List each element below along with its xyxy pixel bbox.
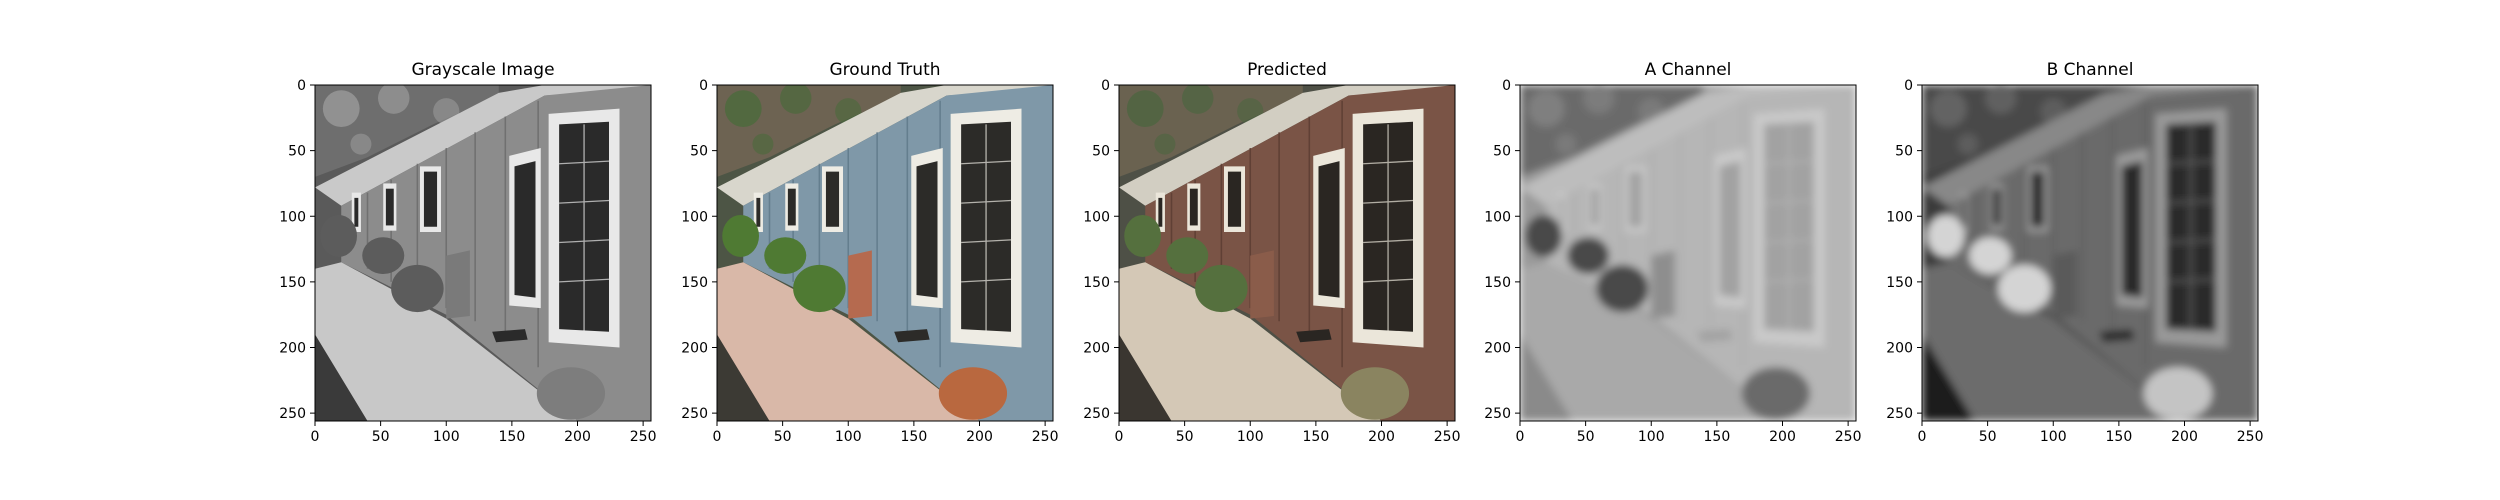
y-tick-label: 200 xyxy=(681,341,708,357)
y-tick-label: 150 xyxy=(681,275,708,291)
y-tick-label: 200 xyxy=(1484,341,1511,357)
y-tick-label: 50 xyxy=(1895,144,1913,160)
y-tick-label: 200 xyxy=(1083,341,1110,357)
x-tick-label: 0 xyxy=(1115,429,1124,445)
x-tick-label: 100 xyxy=(1237,429,1264,445)
subplot-predicted: Predicted 0 50 100 150 200 250 0 50 100 150 200 250 xyxy=(1083,60,1460,445)
axes-frame xyxy=(716,84,1054,422)
x-tick-label: 50 xyxy=(1577,429,1595,445)
y-tick-label: 200 xyxy=(279,341,306,357)
x-tick-label: 150 xyxy=(1704,429,1731,445)
y-tick-label: 250 xyxy=(681,406,708,422)
y-tick-label: 150 xyxy=(279,275,306,291)
x-tick-label: 50 xyxy=(372,429,390,445)
x-tick-label: 250 xyxy=(630,429,657,445)
axes-frame xyxy=(1921,84,2259,422)
x-tick-label: 100 xyxy=(433,429,460,445)
image-predicted xyxy=(1119,85,1455,421)
x-tick-label: 250 xyxy=(2237,429,2264,445)
x-tick-label: 250 xyxy=(1835,429,1862,445)
y-tick-label: 150 xyxy=(1886,275,1913,291)
y-tick-label: 0 xyxy=(1101,78,1110,94)
y-tick-label: 100 xyxy=(1484,209,1511,225)
y-tick-label: 150 xyxy=(1083,275,1110,291)
image-a-channel xyxy=(1520,85,1856,421)
y-tick-label: 250 xyxy=(279,406,306,422)
y-tick-label: 100 xyxy=(681,209,708,225)
image-ground-truth xyxy=(717,85,1053,421)
x-tick-label: 50 xyxy=(1176,429,1194,445)
subplot-grayscale-image: Grayscale Image 0 50 100 150 200 250 0 50 100 150 2… xyxy=(279,60,656,445)
x-tick-label: 0 xyxy=(713,429,722,445)
y-tick-label: 250 xyxy=(1083,406,1110,422)
subplot-title: Ground Truth xyxy=(829,60,940,80)
subplot-title: A Channel xyxy=(1645,60,1732,80)
y-tick-label: 50 xyxy=(1493,144,1511,160)
subplot-b-channel: B Channel 0 50 100 150 200 250 0 50 100 150 200 250 xyxy=(1886,60,2263,445)
y-tick-label: 250 xyxy=(1484,406,1511,422)
subplot-grid: Grayscale Image 0 50 100 150 200 250 0 50 100 150 2… xyxy=(279,60,2263,445)
axes-frame xyxy=(1519,84,1857,422)
y-tick-label: 0 xyxy=(1904,78,1913,94)
x-tick-label: 150 xyxy=(499,429,526,445)
subplot-title: Predicted xyxy=(1247,60,1327,80)
x-tick-label: 200 xyxy=(1769,429,1796,445)
image-b-channel xyxy=(1922,85,2258,421)
y-tick-label: 0 xyxy=(1502,78,1511,94)
x-tick-label: 250 xyxy=(1032,429,1059,445)
x-tick-label: 150 xyxy=(901,429,928,445)
axes-frame xyxy=(314,84,652,422)
y-tick-label: 200 xyxy=(1886,341,1913,357)
y-tick-label: 50 xyxy=(690,144,708,160)
y-tick-label: 0 xyxy=(297,78,306,94)
y-tick-label: 250 xyxy=(1886,406,1913,422)
y-tick-label: 150 xyxy=(1484,275,1511,291)
x-tick-label: 100 xyxy=(835,429,862,445)
x-tick-label: 200 xyxy=(564,429,591,445)
y-tick-label: 50 xyxy=(1092,144,1110,160)
y-tick-label: 50 xyxy=(288,144,306,160)
y-tick-label: 0 xyxy=(699,78,708,94)
subplot-a-channel: A Channel 0 50 100 150 200 250 0 50 100 150 200 250 xyxy=(1484,60,1861,445)
y-tick-label: 100 xyxy=(1886,209,1913,225)
x-tick-label: 0 xyxy=(1516,429,1525,445)
x-tick-label: 50 xyxy=(1979,429,1997,445)
x-tick-label: 200 xyxy=(1368,429,1395,445)
image-grayscale-image xyxy=(315,85,651,421)
x-tick-label: 250 xyxy=(1434,429,1461,445)
x-tick-label: 200 xyxy=(2171,429,2198,445)
x-tick-label: 200 xyxy=(966,429,993,445)
subplot-title: Grayscale Image xyxy=(411,60,554,80)
x-tick-label: 0 xyxy=(311,429,320,445)
x-tick-label: 0 xyxy=(1918,429,1927,445)
y-tick-label: 100 xyxy=(279,209,306,225)
y-tick-label: 100 xyxy=(1083,209,1110,225)
axes-frame xyxy=(1118,84,1456,422)
subplot-ground-truth: Ground Truth 0 50 100 150 200 250 0 50 100 150 200 2… xyxy=(681,60,1058,445)
x-tick-label: 150 xyxy=(1303,429,1330,445)
x-tick-label: 150 xyxy=(2106,429,2133,445)
subplot-title: B Channel xyxy=(2047,60,2134,80)
x-tick-label: 100 xyxy=(1638,429,1665,445)
x-tick-label: 100 xyxy=(2040,429,2067,445)
x-tick-label: 50 xyxy=(774,429,792,445)
